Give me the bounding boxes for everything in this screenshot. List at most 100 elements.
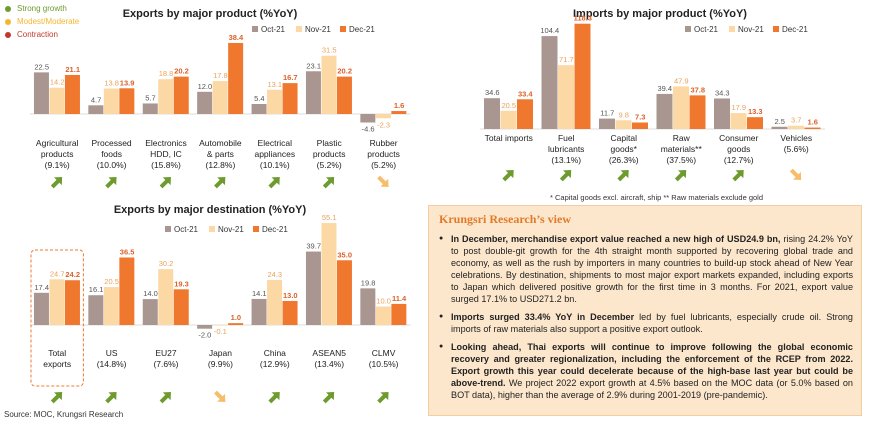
imports-product-data-label-5-0: 2.5 — [775, 117, 785, 126]
view-bullets: In December, merchandise export value re… — [437, 233, 853, 401]
krungsri-view-panel: Krungsri Research’s view In December, me… — [428, 205, 862, 416]
imports-product-category-label-4-1: goods — [727, 144, 750, 154]
exports-destination-data-label-4-0: 14.1 — [252, 289, 267, 298]
exports-product-data-label-2-0: 5.7 — [145, 93, 155, 102]
exports-destination-category-label-2-1: (7.6%) — [153, 359, 178, 369]
imports-product-category-label-1-1: lubricants — [548, 144, 584, 154]
exports-product-status-arrow-icon-4-shape — [268, 177, 280, 189]
imports-product-bar-3-0 — [656, 93, 673, 129]
exports-product-data-label-3-0: 12.0 — [198, 82, 213, 91]
imports-product-bar-2-2 — [632, 122, 648, 129]
view-bullet-outlook: Looking ahead, Thai exports will continu… — [439, 341, 853, 401]
exports-product-data-label-1-2: 13.9 — [120, 78, 135, 87]
exports-destination-bar-1-0 — [88, 295, 104, 325]
exports-product-status-arrow-icon-5-shape — [322, 177, 335, 189]
exports-destination-data-label-4-1: 24.3 — [267, 270, 282, 279]
exports-product-status-arrow-icon-2 — [159, 177, 171, 189]
exports-destination-bar-4-1 — [267, 280, 283, 325]
exports-destination-title: Exports by major destination (%YoY) — [114, 204, 307, 216]
exports-destination-status-arrow-icon-5-shape — [322, 392, 335, 404]
exports-product-category-label-4-2: (10.1%) — [260, 160, 290, 170]
exports-destination-category-label-5-1: (13.4%) — [314, 359, 344, 369]
exports-destination-bar-6-2 — [391, 303, 407, 325]
exports-product-bar-4-2 — [282, 83, 298, 114]
exports-destination-bar-1-2 — [119, 257, 135, 325]
exports-destination-highlight-box — [30, 249, 84, 387]
imports-product-data-label-1-2: 118.3 — [574, 14, 592, 23]
exports-product-bar-6-0 — [360, 114, 376, 123]
view-bullet-exports: In December, merchandise export value re… — [439, 233, 853, 305]
exports-product-category-label-4-1: appliances — [254, 149, 295, 159]
exports-product-status-arrow-icon-2-shape — [159, 177, 171, 189]
exports-product-bar-3-0 — [197, 91, 213, 114]
exports-destination-bar-2-1 — [158, 269, 174, 325]
exports-destination-legend-label-1: Nov-21 — [218, 225, 244, 234]
exports-product-category-label-3-1: & parts — [207, 149, 234, 159]
exports-product-data-label-5-0: 23.1 — [306, 61, 321, 70]
exports-destination-data-label-6-0: 19.8 — [361, 278, 376, 287]
view-bullet-imports: Imports surged 33.4% YoY in December led… — [439, 311, 853, 335]
exports-product-bar-6-1 — [375, 114, 391, 119]
exports-product-legend-swatch-2 — [340, 26, 346, 32]
exports-product-bar-1-2 — [119, 88, 135, 114]
exports-product-status-arrow-icon-0 — [50, 177, 63, 189]
exports-product-data-label-0-1: 14.2 — [50, 78, 65, 87]
exports-destination-status-arrow-icon-0-shape — [50, 392, 63, 404]
exports-destination-category-label-4-0: China — [264, 348, 286, 358]
exports-destination-data-label-6-2: 11.4 — [392, 294, 407, 303]
imports-product-bar-0-0 — [484, 98, 500, 129]
exports-destination-category-label-2-0: EU27 — [155, 348, 177, 358]
imports-product-bar-1-1 — [558, 65, 574, 129]
exports-destination-bar-4-0 — [251, 298, 267, 325]
imports-product-data-label-2-2: 7.3 — [635, 113, 645, 122]
exports-product-bar-2-0 — [142, 103, 158, 114]
exports-destination-data-label-0-0: 17.4 — [34, 283, 49, 292]
exports-destination-status-arrow-icon-6 — [377, 392, 389, 404]
exports-product-status-arrow-icon-4 — [268, 177, 280, 189]
exports-destination-bar-0-2 — [64, 280, 80, 325]
imports-product-status-arrow-icon-0 — [502, 170, 514, 182]
exports-product-category-label-5-1: products — [313, 149, 346, 159]
exports-destination-category-label-0-1: exports — [43, 359, 71, 369]
exports-product-legend-label-1: Nov-21 — [305, 25, 331, 34]
exports-destination-data-label-2-2: 19.3 — [174, 279, 189, 288]
exports-destination-legend-label-2: Dec-21 — [262, 225, 288, 234]
exports-product-data-label-4-2: 16.7 — [283, 73, 298, 82]
exports-destination-bar-6-1 — [375, 306, 391, 325]
exports-product-bar-5-1 — [321, 55, 337, 114]
exports-destination-status-arrow-icon-2-shape — [159, 392, 171, 404]
exports-product-data-label-4-0: 5.4 — [254, 94, 264, 103]
exports-destination-category-label-6-1: (10.5%) — [369, 359, 399, 369]
imports-product-bar-0-1 — [500, 110, 517, 129]
exports-destination-legend-swatch-2 — [253, 226, 259, 232]
exports-destination-bar-2-2 — [173, 289, 189, 325]
exports-destination-category-label-3-0: Japan — [209, 348, 232, 358]
exports-product-status-arrow-icon-1-shape — [105, 177, 117, 189]
exports-product-category-label-0-2: (9.1%) — [45, 160, 70, 170]
imports-product-category-label-3-0: Raw — [673, 133, 691, 143]
exports-destination-bar-1-1 — [103, 287, 119, 325]
imports-product-bar-4-0 — [714, 98, 730, 129]
exports-product-data-label-2-2: 20.2 — [174, 67, 189, 76]
contraction-dot-icon — [5, 31, 11, 38]
exports-product-category-label-0-1: products — [41, 149, 74, 159]
exports-destination-legend-swatch-0 — [165, 226, 171, 232]
exports-product-category-label-3-0: Automobile — [199, 138, 242, 148]
exports-product-data-label-0-0: 22.5 — [34, 62, 49, 71]
exports-product-category-label-6-1: products — [367, 149, 400, 159]
imports-product-bar-3-2 — [689, 95, 706, 129]
exports-product-data-label-3-2: 38.4 — [229, 33, 244, 42]
exports-product-category-label-6-0: Rubber — [370, 138, 398, 148]
imports-product-data-label-3-0: 39.4 — [657, 84, 672, 93]
exports-destination-status-arrow-icon-0 — [50, 392, 63, 404]
exports-destination-data-label-5-1: 55.1 — [322, 213, 337, 222]
imports-product-status-arrow-icon-4 — [732, 170, 744, 182]
exports-product-legend-swatch-1 — [296, 26, 302, 32]
exports-product-category-label-1-1: foods — [101, 149, 122, 159]
exports-product-category-label-1-2: (10.0%) — [97, 160, 127, 170]
exports-destination-bar-3-0 — [197, 325, 213, 329]
exports-product-legend-swatch-0 — [252, 26, 258, 32]
exports-product-bar-2-2 — [173, 76, 189, 114]
exports-destination-bar-3-1 — [212, 325, 228, 326]
